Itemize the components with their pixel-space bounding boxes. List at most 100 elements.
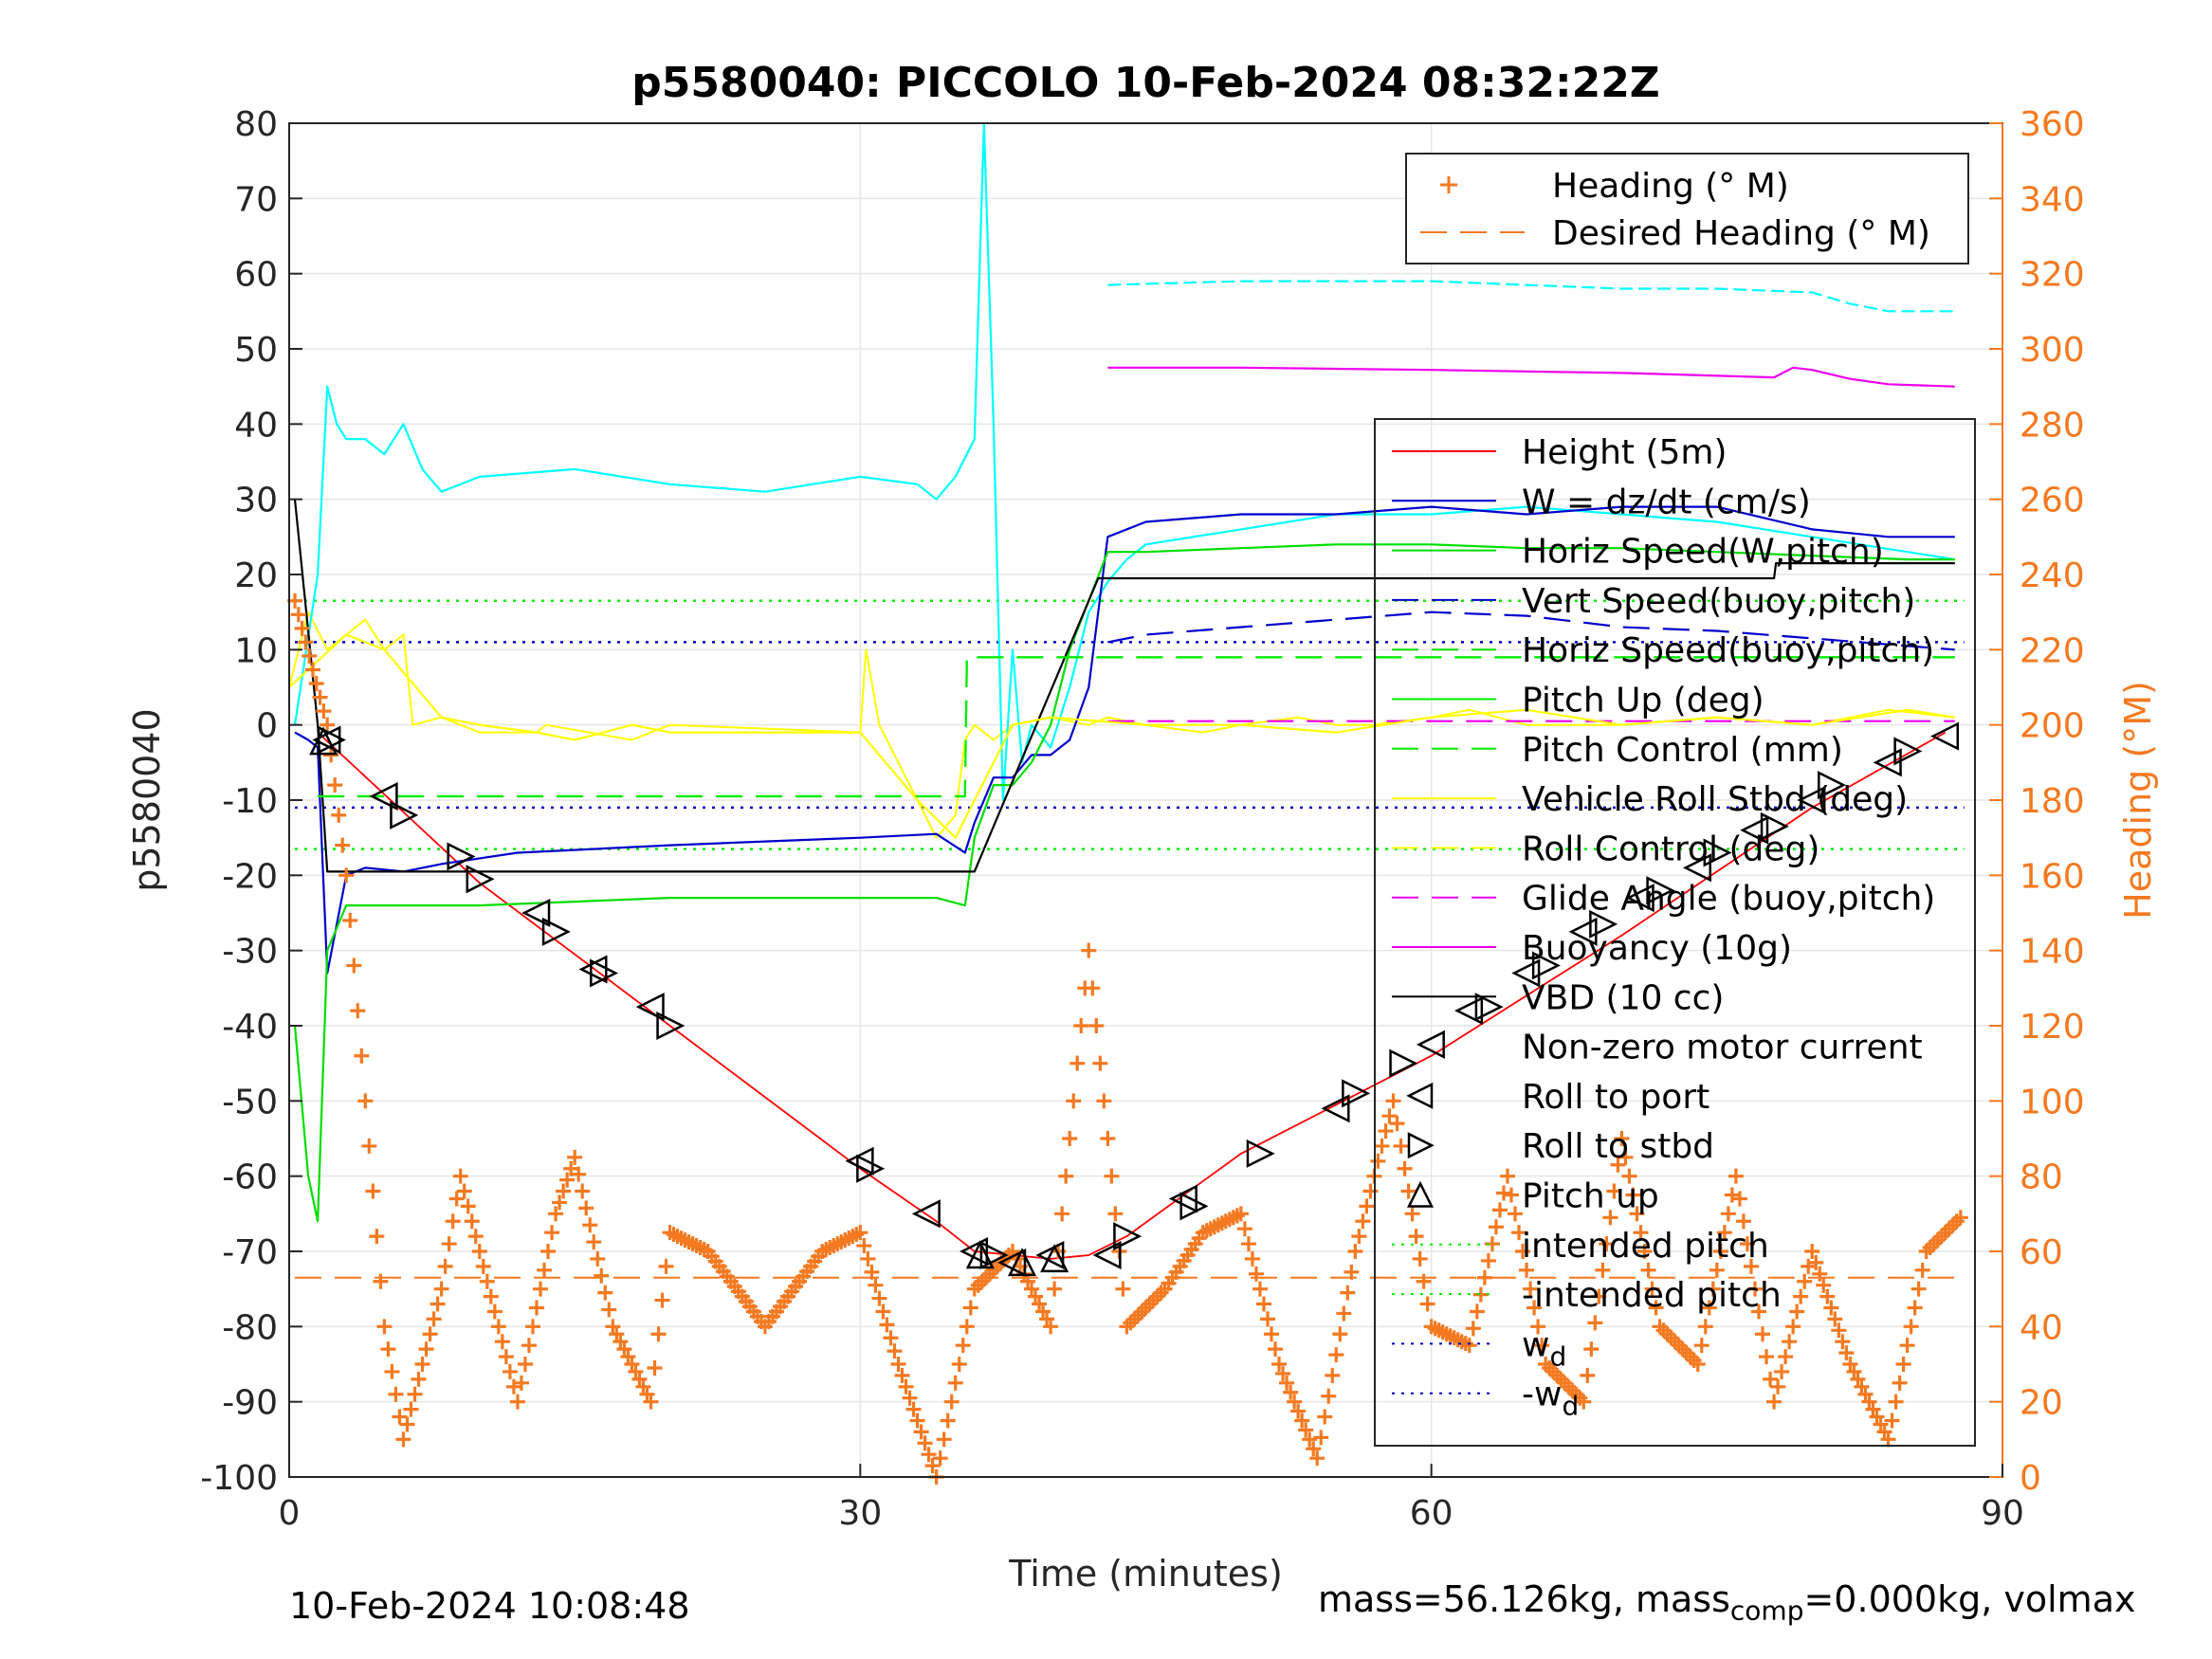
heading-point [1804,1244,1820,1259]
heading-point [1591,1288,1607,1304]
heading-point [1884,1413,1900,1429]
heading-point [1888,1394,1904,1410]
heading-point [1115,1281,1131,1297]
heading-point [475,1258,491,1274]
legend-main-label: Pitch Control (mm) [1522,731,1843,770]
y2-tick-label: 140 [2020,933,2085,972]
heading-point [1260,1311,1275,1327]
heading-point [1633,1225,1649,1241]
heading-point [1279,1375,1295,1391]
heading-point [354,1048,370,1064]
heading-point [308,676,324,692]
heading-point [1419,1296,1435,1312]
heading-point [890,1357,906,1372]
y-tick-label: 50 [234,331,278,370]
heading-point [1731,1191,1747,1207]
roll-stbd-marker [1703,838,1732,867]
roll-stbd-marker [1389,1048,1418,1078]
roll-stbd-marker [1646,876,1675,905]
heading-point [1400,1183,1417,1199]
series-line [318,656,1955,798]
heading-point [505,1378,521,1395]
heading-point [1793,1288,1809,1304]
legend-main-label: Buoyancy (10g) [1522,929,1792,968]
legend-top-box [1405,153,1969,264]
roll-port-marker [1416,1030,1445,1059]
heading-point [1233,1206,1249,1222]
roll-port-marker [1797,785,1826,815]
heading-point [875,1304,891,1320]
heading-point [563,1160,579,1176]
heading-point [905,1401,922,1417]
heading-point [1782,1334,1798,1350]
heading-point [1309,1450,1325,1467]
heading-point [1789,1304,1805,1320]
heading-point [864,1264,880,1280]
heading-point [509,1394,525,1410]
heading-point [361,1138,377,1154]
heading-point [1907,1300,1923,1316]
footer-mass-sub: comp [1729,1595,1804,1627]
roll-stbd-marker [466,865,495,894]
heading-point [1287,1394,1303,1410]
y2-tick-label: 240 [2020,556,2085,595]
heading-point [494,1334,510,1350]
heading-point [1595,1262,1611,1278]
heading-point [467,1229,484,1245]
roll-stbd-marker [1179,1192,1209,1221]
roll-port-marker [635,993,665,1022]
heading-point [338,867,355,884]
heading-point [294,620,310,636]
y2-tick-label: 200 [2020,707,2085,746]
heading-point [1298,1422,1314,1438]
heading-point [430,1296,446,1312]
heading-point [483,1288,499,1304]
heading-point [1336,1305,1352,1322]
heading-point [1236,1221,1252,1237]
heading-point [1952,1210,1968,1226]
heading-point [524,1319,540,1335]
legend-main-label: wd [1522,1325,1566,1372]
heading-point [1328,1347,1344,1363]
roll-stbd-marker [541,917,571,946]
heading-point [1797,1273,1813,1289]
legend-main-label: Height (5m) [1522,433,1728,472]
heading-point [1054,1206,1070,1222]
roll-port-marker [1511,958,1541,988]
heading-point [1104,1168,1120,1184]
heading-point [1381,1108,1398,1124]
heading-point [909,1413,925,1429]
heading-point [1599,1236,1615,1252]
heading-point [1389,1116,1405,1132]
heading-point [1332,1326,1348,1342]
heading-point [1515,1244,1531,1259]
heading-point [1808,1254,1824,1270]
heading-point [1472,1286,1489,1303]
heading-point [411,1371,427,1387]
heading-point [962,1300,978,1316]
heading-point [1910,1281,1927,1297]
legend-heading: Heading (° M) Desired Heading (° M) [1405,153,1969,264]
legend-main-label: W = dz/dt (cm/s) [1522,483,1811,521]
heading-point [947,1375,963,1391]
y-tick-label: 10 [234,631,278,670]
pitch-up-marker [1007,1248,1037,1277]
heading-point [320,717,336,733]
heading-point [1895,1357,1911,1372]
heading-point [418,1341,434,1358]
heading-point [1351,1229,1367,1245]
heading-point [1404,1206,1420,1222]
heading-point [590,1250,606,1267]
heading-point [959,1319,975,1335]
y2-tick-label: 320 [2020,256,2085,295]
heading-point [392,1409,408,1425]
heading-point [917,1435,933,1451]
roll-stbd-marker [1246,1139,1275,1168]
y-tick-label: 70 [234,180,278,219]
heading-point [1100,1131,1116,1146]
heading-point [1766,1394,1782,1410]
heading-point [290,607,306,623]
heading-point [1347,1244,1363,1259]
heading-point [1648,1300,1664,1316]
y-tick-label: -60 [222,1158,278,1197]
